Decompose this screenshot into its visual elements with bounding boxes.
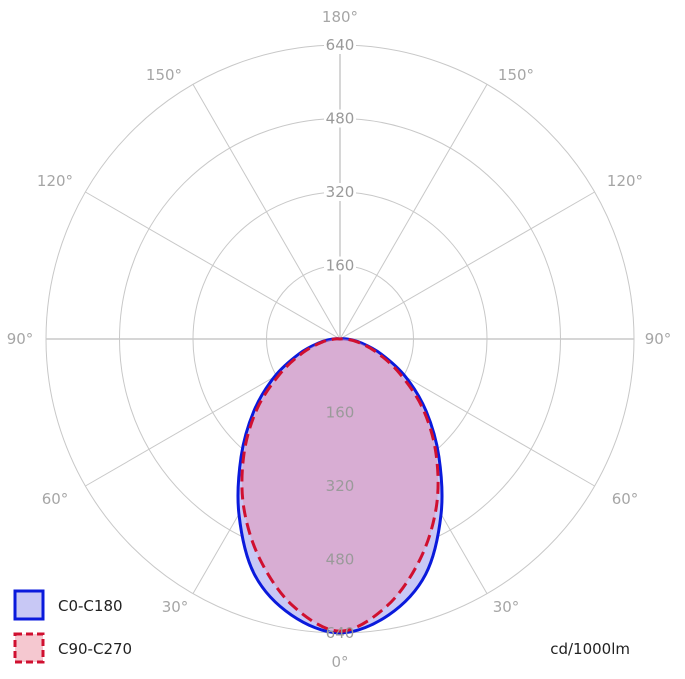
units-label: cd/1000lm (550, 640, 630, 658)
radial-tick-640-bottom: 640 (326, 624, 355, 642)
radial-tick-label: 160 (326, 257, 355, 275)
radial-tick-320-bottom: 320 (326, 477, 355, 495)
radial-tick-480-top: 480 (324, 109, 356, 128)
angle-label-bottom: 0° (331, 653, 348, 671)
radial-tick-label: 480 (326, 551, 355, 569)
angle-label-right-30: 30° (493, 598, 520, 616)
radial-tick-160-top: 160 (324, 256, 356, 275)
series-c90-c270 (240, 337, 440, 633)
angle-label-right-60: 60° (612, 490, 639, 508)
series-layer (236, 337, 444, 635)
radial-tick-480-bottom: 480 (326, 551, 355, 569)
legend-item-c90-c270: C90-C270 (13, 632, 132, 664)
radial-tick-320-top: 320 (324, 183, 356, 201)
radial-tick-label: 320 (326, 477, 355, 495)
angle-label-right-120: 120° (607, 172, 643, 190)
angle-label-right-150: 150° (498, 66, 534, 84)
angle-label-top: 180° (322, 8, 358, 26)
angle-label-right-90: 90° (645, 330, 672, 348)
radial-tick-160-bottom: 160 (326, 404, 355, 422)
legend: C0-C180 C90-C270 (13, 589, 132, 664)
radial-tick-label: 160 (326, 404, 355, 422)
angle-label-left-120: 120° (37, 172, 73, 190)
angle-label-left-60: 60° (42, 490, 69, 508)
legend-item-c0-c180: C0-C180 (13, 589, 123, 621)
radial-tick-label: 480 (326, 110, 355, 128)
legend-label-c90-c270: C90-C270 (58, 640, 132, 658)
legend-swatch-c90-c270 (13, 632, 45, 664)
radial-tick-labels: 160 160 320 320 480 480 640 640 (324, 36, 356, 642)
angle-labels: 180° 0° 150° 120° 90° 60° 30° 150° 120° … (7, 8, 672, 671)
radial-tick-label: 320 (326, 183, 355, 201)
angle-label-left-90: 90° (7, 330, 34, 348)
radial-tick-label: 640 (326, 624, 355, 642)
legend-swatch-c0-c180 (13, 589, 45, 621)
legend-label-c0-c180: C0-C180 (58, 597, 123, 615)
radial-tick-640-top: 640 (324, 36, 356, 54)
angle-label-left-30: 30° (162, 598, 189, 616)
angle-label-left-150: 150° (146, 66, 182, 84)
radial-tick-label: 640 (326, 36, 355, 54)
